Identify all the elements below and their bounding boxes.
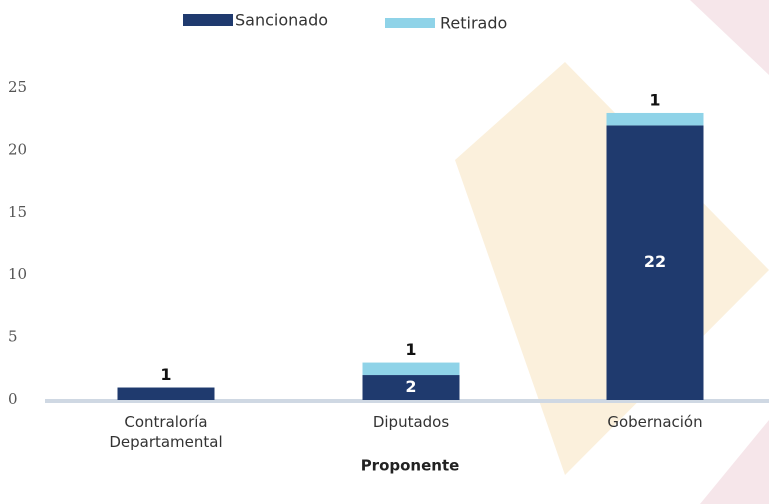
legend-label: Sancionado	[235, 11, 328, 30]
legend-label: Retirado	[440, 14, 507, 33]
data-label: 1	[160, 365, 171, 384]
legend-swatch	[385, 18, 435, 28]
y-tick-label: 25	[8, 78, 27, 96]
x-tick-label: Contraloría Departamental	[66, 412, 266, 452]
y-tick-label: 10	[8, 265, 27, 283]
y-tick-label: 0	[8, 390, 18, 408]
bg-triangle	[700, 420, 769, 504]
x-tick-label: Diputados	[311, 412, 511, 432]
y-tick-label: 15	[8, 203, 27, 221]
data-label: 1	[649, 90, 660, 109]
data-label: 1	[405, 340, 416, 359]
y-tick-label: 5	[8, 328, 18, 346]
page: Proponente 0 5 10 15 20 25 Sancionado Retirado 1…	[0, 0, 769, 504]
y-tick-label: 20	[8, 140, 27, 158]
x-tick-label: Gobernación	[555, 412, 755, 432]
data-label: 22	[644, 252, 666, 271]
bar-segment	[607, 113, 704, 125]
data-label: 2	[405, 377, 416, 396]
x-axis-title: Proponente	[361, 457, 460, 475]
legend-swatch	[183, 14, 233, 26]
bar-segment	[363, 363, 460, 375]
bg-triangle	[690, 0, 769, 75]
bar-segment	[118, 388, 215, 400]
